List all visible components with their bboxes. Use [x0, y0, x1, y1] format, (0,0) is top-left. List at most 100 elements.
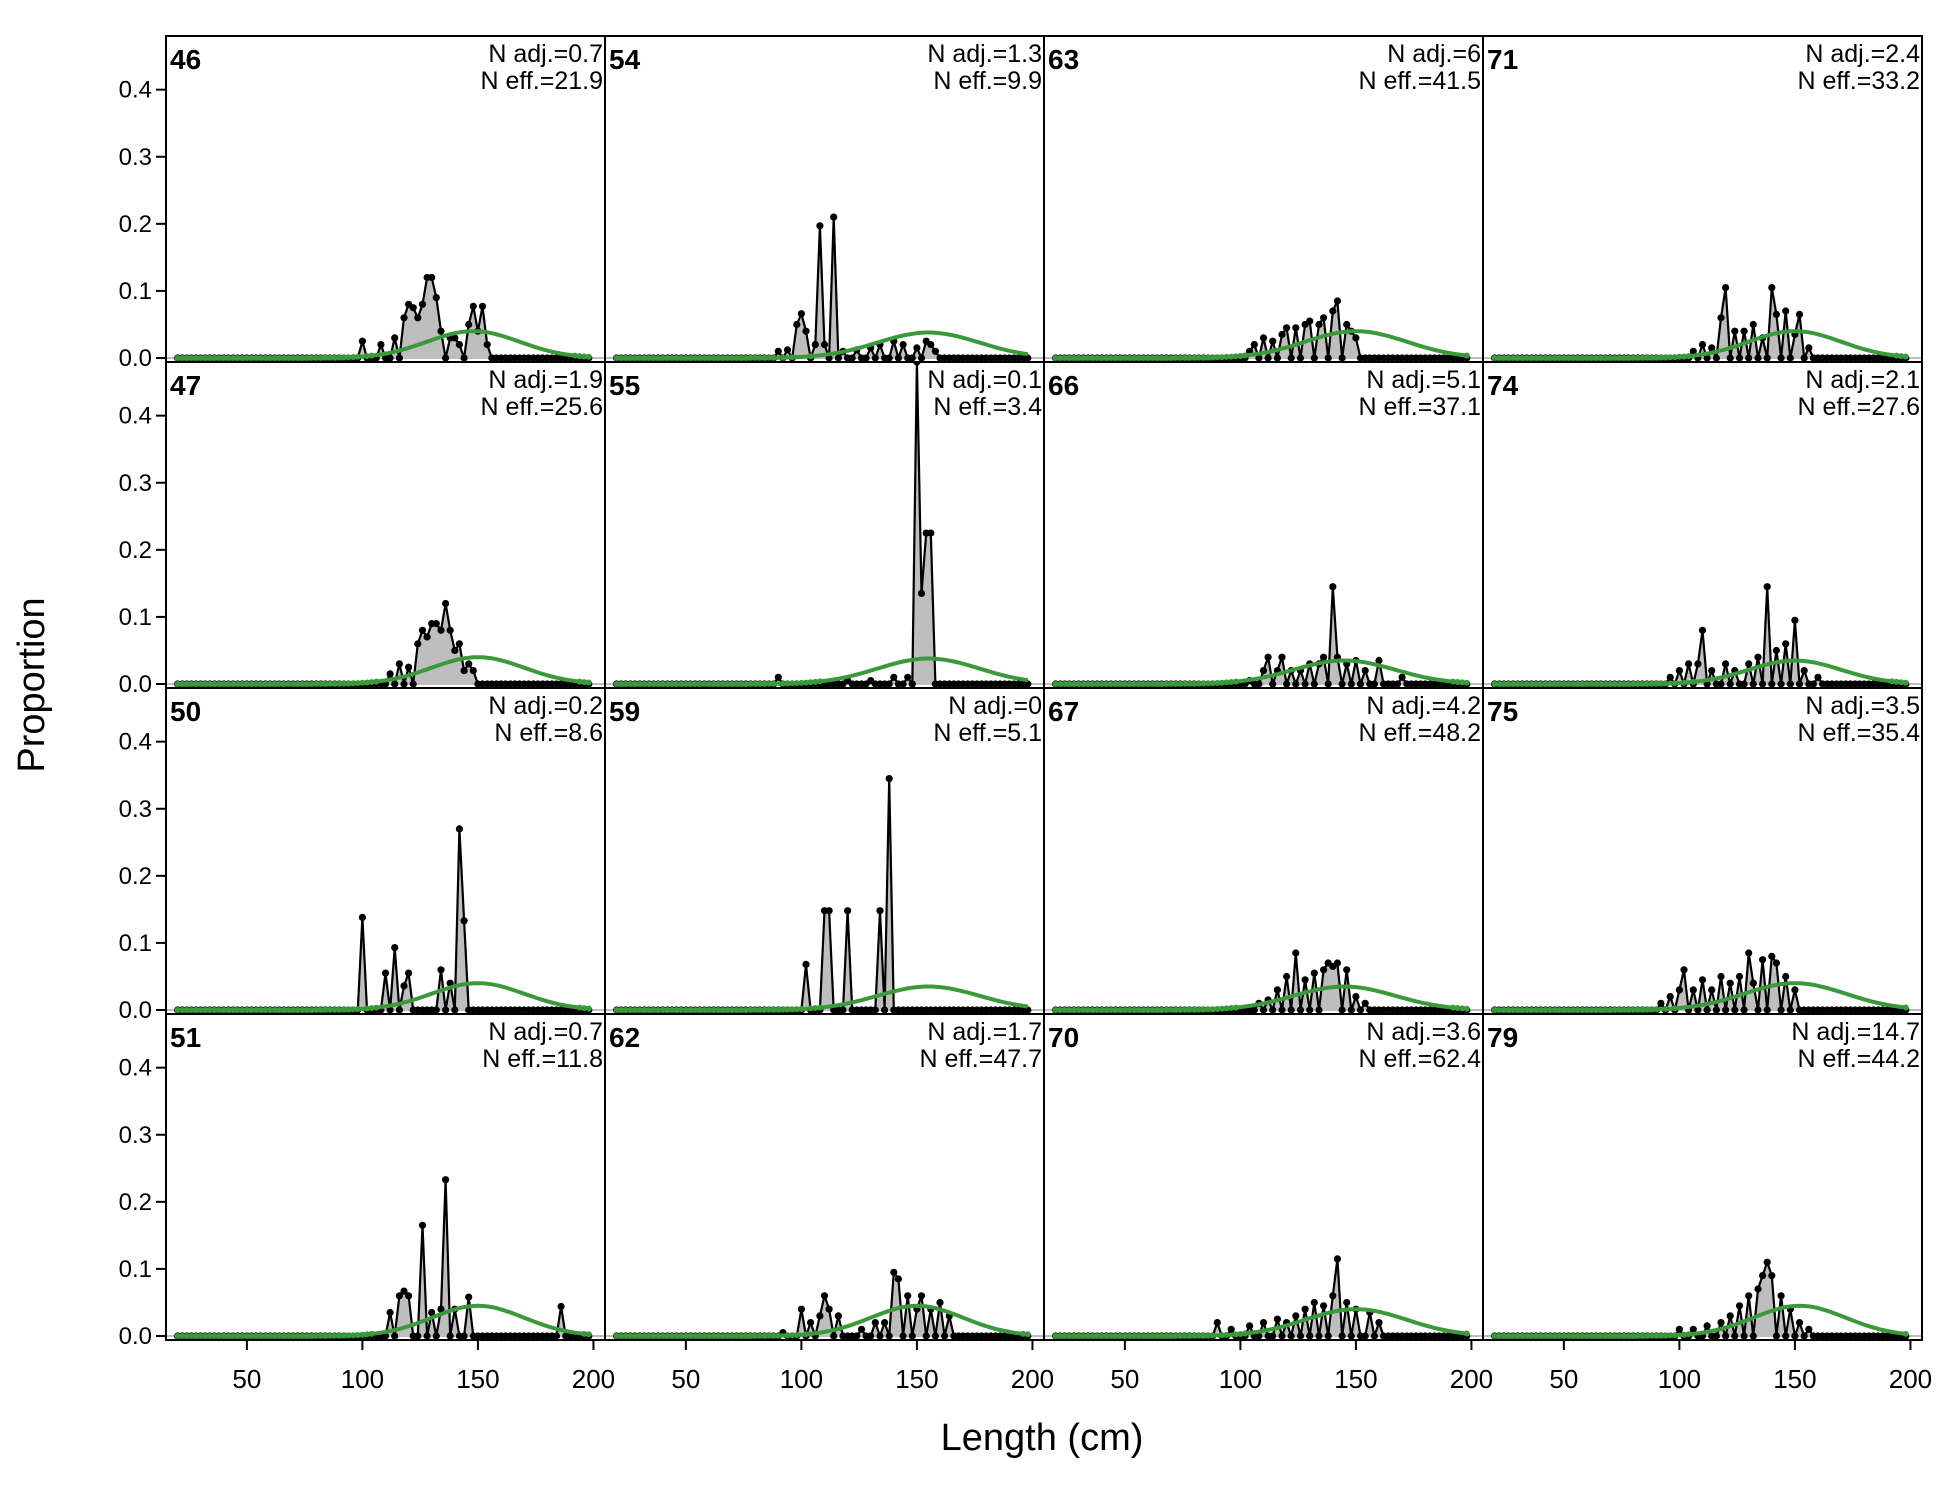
- expected-point: [1593, 1333, 1600, 1339]
- n-eff-label: N eff.=3.4: [933, 393, 1042, 421]
- panel-label: 74: [1487, 370, 1519, 401]
- expected-point: [1024, 1331, 1031, 1338]
- expected-point: [206, 681, 213, 687]
- panel-label: 50: [170, 696, 201, 727]
- observed-point: [1269, 337, 1277, 345]
- observed-point: [1352, 993, 1360, 1001]
- observed-point: [1735, 354, 1744, 362]
- expected-point: [1205, 354, 1211, 361]
- expected-point: [682, 355, 689, 361]
- expected-point: [280, 1007, 287, 1013]
- observed-point: [400, 982, 408, 990]
- n-eff-label: N eff.=37.1: [1358, 393, 1481, 421]
- expected-point: [1902, 353, 1909, 360]
- observed-point: [825, 1305, 833, 1313]
- observed-point: [1283, 972, 1291, 981]
- expected-point: [618, 681, 625, 687]
- panel-66: 66 N adj.=5.1N eff.=37.1: [1043, 361, 1484, 689]
- expected-point: [1639, 354, 1646, 361]
- expected-point: [687, 1007, 694, 1013]
- y-tick-label: 0.3: [119, 796, 152, 823]
- expected-point: [1205, 1006, 1211, 1013]
- observed-point: [1287, 1332, 1295, 1340]
- expected-point: [262, 1007, 269, 1013]
- observed-point: [1292, 949, 1300, 957]
- expected-point: [317, 1006, 324, 1013]
- expected-point: [253, 1007, 260, 1013]
- observed-point: [460, 354, 468, 362]
- expected-point: [752, 680, 759, 687]
- expected-point: [239, 355, 246, 361]
- expected-point: [1223, 679, 1230, 686]
- expected-point: [262, 1333, 269, 1339]
- observed-point: [460, 917, 468, 925]
- observed-point: [400, 680, 408, 688]
- expected-point: [1149, 355, 1156, 361]
- expected-point: [738, 1333, 745, 1339]
- observed-point: [414, 640, 422, 648]
- observed-point: [1375, 656, 1383, 665]
- panel-frame: [1482, 1013, 1923, 1341]
- observed-point: [1333, 297, 1341, 305]
- observed-point: [1278, 1006, 1286, 1014]
- observed-point: [811, 341, 819, 349]
- observed-point: [839, 1006, 847, 1014]
- observed-point: [1685, 660, 1693, 668]
- expected-point: [1584, 1333, 1590, 1339]
- x-tick-label: 150: [1773, 1364, 1816, 1394]
- observed-point: [1712, 1332, 1720, 1340]
- observed-point: [1703, 354, 1711, 362]
- observed-point: [1745, 660, 1753, 668]
- expected-point: [1209, 1332, 1216, 1339]
- observed-point: [1273, 1315, 1281, 1323]
- observed-point: [1333, 1255, 1341, 1263]
- expected-point: [742, 1007, 749, 1013]
- expected-point: [793, 1332, 800, 1338]
- y-tick-label: 0.0: [119, 671, 152, 698]
- observed-point: [1680, 966, 1688, 974]
- expected-point: [1126, 1007, 1133, 1013]
- expected-point: [1519, 355, 1526, 361]
- expected-point: [197, 681, 204, 687]
- expected-point: [350, 1006, 357, 1013]
- expected-point: [1186, 680, 1193, 687]
- expected-point: [1126, 355, 1133, 361]
- observed-point: [1361, 999, 1369, 1007]
- expected-point: [1172, 1332, 1179, 1339]
- observed-point: [1805, 344, 1813, 352]
- expected-point: [336, 680, 343, 687]
- n-eff-label: N eff.=25.6: [480, 393, 603, 421]
- observed-point: [1273, 986, 1281, 994]
- observed-point: [1698, 341, 1707, 349]
- expected-point: [1611, 1006, 1618, 1013]
- observed-point: [1735, 972, 1744, 981]
- expected-point: [1177, 1332, 1184, 1339]
- expected-point: [1551, 1007, 1558, 1013]
- expected-point: [327, 1006, 333, 1013]
- observed-point: [1246, 1322, 1254, 1330]
- x-axis-title: Length (cm): [941, 1417, 1144, 1459]
- panel-plot-area: [1044, 1255, 1483, 1340]
- observed-point: [1795, 310, 1804, 318]
- observed-point: [885, 680, 893, 688]
- observed-point: [1338, 1006, 1346, 1014]
- expected-point: [1218, 354, 1225, 361]
- expected-point: [710, 1007, 717, 1013]
- expected-point: [1528, 1007, 1535, 1013]
- expected-point: [350, 1332, 357, 1339]
- expected-point: [706, 1333, 712, 1339]
- y-tick-label: 0.3: [119, 144, 152, 171]
- n-adj-label: N adj.=0.7: [488, 40, 603, 68]
- expected-point: [294, 355, 301, 361]
- expected-point: [1556, 355, 1563, 361]
- expected-point: [1121, 1007, 1128, 1013]
- expected-point: [354, 680, 361, 687]
- expected-point: [696, 1007, 703, 1013]
- expected-point: [669, 681, 675, 687]
- expected-point: [1648, 680, 1655, 687]
- expected-point: [1667, 1332, 1674, 1339]
- expected-point: [1593, 1007, 1600, 1013]
- expected-point: [276, 355, 283, 361]
- expected-point: [1131, 1007, 1138, 1013]
- expected-point: [1117, 1333, 1124, 1339]
